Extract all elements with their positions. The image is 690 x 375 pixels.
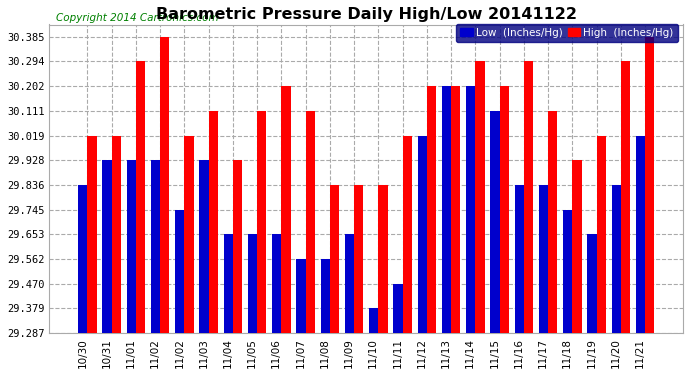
Bar	[587, 234, 597, 333]
Bar	[500, 86, 509, 333]
Bar	[548, 111, 558, 333]
Bar	[248, 234, 257, 333]
Bar	[296, 259, 306, 333]
Bar	[524, 61, 533, 333]
Bar	[466, 86, 475, 333]
Bar	[282, 86, 290, 333]
Legend: Low  (Inches/Hg), High  (Inches/Hg): Low (Inches/Hg), High (Inches/Hg)	[456, 24, 678, 42]
Bar	[345, 234, 354, 333]
Bar	[321, 259, 330, 333]
Bar	[515, 185, 524, 333]
Bar	[354, 185, 363, 333]
Bar	[257, 111, 266, 333]
Bar	[402, 135, 412, 333]
Bar	[224, 234, 233, 333]
Bar	[635, 135, 645, 333]
Bar	[475, 61, 484, 333]
Bar	[621, 61, 630, 333]
Bar	[233, 160, 242, 333]
Bar	[451, 86, 460, 333]
Bar	[427, 86, 436, 333]
Bar	[393, 284, 402, 333]
Bar	[88, 135, 97, 333]
Title: Barometric Pressure Daily High/Low 20141122: Barometric Pressure Daily High/Low 20141…	[156, 7, 577, 22]
Bar	[306, 111, 315, 333]
Bar	[491, 111, 500, 333]
Bar	[151, 160, 160, 333]
Bar	[597, 135, 606, 333]
Text: Copyright 2014 Cartronics.com: Copyright 2014 Cartronics.com	[56, 13, 218, 23]
Bar	[78, 185, 88, 333]
Bar	[126, 160, 136, 333]
Bar	[175, 210, 184, 333]
Bar	[442, 86, 451, 333]
Bar	[645, 37, 654, 333]
Bar	[539, 185, 548, 333]
Bar	[572, 160, 582, 333]
Bar	[160, 37, 169, 333]
Bar	[199, 160, 208, 333]
Bar	[417, 135, 427, 333]
Bar	[102, 160, 112, 333]
Bar	[330, 185, 339, 333]
Bar	[369, 308, 378, 333]
Bar	[378, 185, 388, 333]
Bar	[563, 210, 572, 333]
Bar	[112, 135, 121, 333]
Bar	[208, 111, 218, 333]
Bar	[272, 234, 282, 333]
Bar	[184, 135, 193, 333]
Bar	[611, 185, 621, 333]
Bar	[136, 61, 145, 333]
